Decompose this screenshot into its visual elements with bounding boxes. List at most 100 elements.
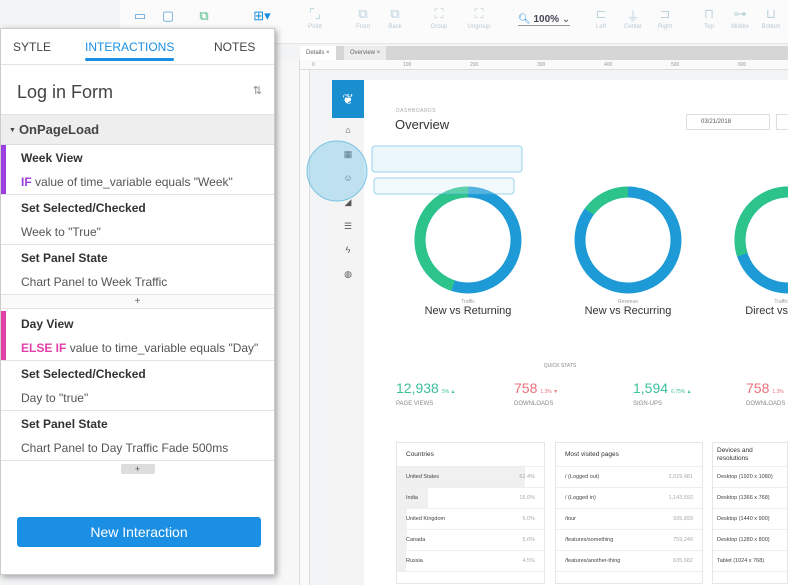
collapse-caret-icon: ▼ [9, 126, 16, 134]
back-icon: ⧉ [390, 6, 400, 21]
table-row: Russia 4.5% [397, 551, 544, 572]
table-row: Desktop (1440 x 900) [713, 509, 787, 530]
toolbar-point[interactable]: ⌜⌟ Point [300, 6, 330, 30]
device-name: Tablet (1024 x 768) [717, 557, 765, 564]
country-name: Canada [406, 537, 426, 543]
stat-signups: 1,594 6.75% ▲ SIGN-UPS [633, 380, 692, 407]
country-name: United Kingdom [406, 516, 446, 522]
ungroup-icon: ⛶ [474, 6, 484, 21]
align-right-icon: ⊐ [659, 6, 671, 21]
tab-details[interactable]: Details × [300, 46, 336, 60]
align-middle-icon: ⊶ [733, 6, 747, 21]
tab-overview[interactable]: Overview × [344, 46, 387, 60]
page-path: / (Logged in) [565, 495, 596, 501]
countries-card: Countries United States 62.4% India 15.0% Un… [396, 442, 545, 584]
page-visits: 759,249 [673, 537, 693, 543]
donut-segment-green [414, 186, 522, 294]
country-name: Russia [406, 558, 423, 564]
zoom-select[interactable]: 🔍︎ 100% ⌄ [518, 14, 571, 26]
page-path: / (Logged out) [565, 474, 600, 480]
device-name: Desktop (1366 x 768) [717, 494, 770, 501]
home-icon[interactable]: ⌂ [345, 125, 351, 135]
people-icon[interactable]: ☺ [343, 173, 353, 183]
page-visits: 1,143,592 [668, 495, 693, 501]
country-name: India [406, 495, 418, 501]
chart-icon[interactable]: ◢ [344, 197, 352, 207]
action-set-panel-state-day[interactable]: Set Panel State Chart Panel to Day Traffi… [1, 411, 274, 461]
align-center-icon: ⏚ [626, 9, 640, 24]
widget-name: Log in Form [17, 82, 114, 102]
align-left-icon: ⊏ [595, 6, 607, 21]
point-icon: ⌜⌟ [308, 6, 322, 21]
country-share: 15.0% [519, 495, 535, 501]
page-visits: 935,893 [673, 516, 693, 522]
table-row: /tour 935,893 [556, 509, 702, 530]
list-icon[interactable]: ☰ [343, 221, 353, 231]
insert-button[interactable]: ⊞▾ [253, 8, 271, 23]
case-week-view[interactable]: Week View IF value of time_variable equa… [1, 145, 274, 195]
stat-downloads-2: 758 1.3% DOWNLOADS [746, 380, 786, 407]
quick-stats-heading: QUICK STATS [543, 363, 577, 369]
search-icon: 🔍︎ [518, 14, 531, 25]
table-row: Desktop (1280 x 800) [713, 530, 787, 551]
date-button[interactable] [776, 114, 788, 130]
stat-page-views: 12,938 5% ▲ PAGE VIEWS [396, 380, 456, 407]
table-row: Canada 5.0% [397, 530, 544, 551]
dashboard-sidenav: ❦ ⌂ ▦ ☺ ◢ ☰ ϟ ◍ [332, 80, 364, 585]
toolbar-group[interactable]: ⛶ Group [424, 6, 454, 30]
layout-icon[interactable]: ▭ [133, 8, 147, 23]
donut-svg [734, 186, 788, 294]
outline-strip [277, 60, 300, 585]
toolbar-bottom[interactable]: ⊔ Bottom [756, 6, 786, 30]
tab-style[interactable]: SYTLE [13, 40, 52, 54]
new-interaction-button[interactable]: New Interaction [17, 517, 261, 547]
country-share: 5.0% [522, 537, 535, 543]
share-bar [397, 488, 428, 508]
share-bar [397, 467, 526, 487]
country-share: 62.4% [519, 474, 535, 480]
reorder-icon[interactable]: ⇅ [252, 85, 262, 97]
bolt-icon[interactable]: ϟ [345, 245, 351, 255]
toolbar-back[interactable]: ⧉ Back [380, 6, 410, 30]
palette-icon[interactable]: ◍ [344, 269, 352, 279]
action-set-selected[interactable]: Set Selected/Checked Week to "True" [1, 195, 274, 245]
tab-interactions[interactable]: INTERACTIONS [85, 40, 175, 61]
add-action-button[interactable]: + [1, 295, 274, 309]
panel-tabs: SYTLE INTERACTIONS NOTES [1, 29, 274, 65]
date-picker[interactable]: 03/21/2018 [686, 114, 770, 130]
toolbar-ungroup[interactable]: ⛶ Ungroup [462, 6, 496, 30]
vertical-ruler [300, 70, 310, 585]
align-bottom-icon: ⊔ [765, 6, 777, 21]
action-set-panel-state[interactable]: Set Panel State Chart Panel to Week Traff… [1, 245, 274, 295]
table-row: United Kingdom 5.0% [397, 509, 544, 530]
table-row: /features/something 759,249 [556, 530, 702, 551]
toolbar-center[interactable]: ⏚ Center [618, 6, 648, 30]
toolbar-middle[interactable]: ⊶ Middle [725, 6, 755, 30]
event-onpageload[interactable]: ▼ OnPageLoad [1, 115, 274, 145]
tab-notes[interactable]: NOTES [214, 40, 256, 54]
document-tabs: Details × Overview × [300, 46, 788, 60]
frame-icon[interactable]: ▢ [161, 8, 175, 23]
table-row: India 15.0% [397, 488, 544, 509]
share-bar [397, 530, 408, 550]
case-day-view[interactable]: Day View ELSE IF value to time_variable … [1, 311, 274, 361]
add-case-button[interactable]: + [120, 464, 155, 474]
flow-icon[interactable]: ⧉ [199, 8, 209, 23]
toolbar-front[interactable]: ⧉ Front [348, 6, 378, 30]
donut-chart-direct: Traffic Direct vs [732, 184, 788, 317]
toolbar-left[interactable]: ⊏ Left [586, 6, 616, 30]
table-row: Desktop (1366 x 768) [713, 488, 787, 509]
donut-svg [574, 186, 682, 294]
page-visits: 2,029,481 [668, 474, 693, 480]
toolbar-top[interactable]: ⊓ Top [694, 6, 724, 30]
country-share: 4.5% [522, 558, 535, 564]
action-set-selected-day[interactable]: Set Selected/Checked Day to "true" [1, 361, 274, 411]
table-row: Tablet (1024 x 768) [713, 551, 787, 572]
page-path: /features/something [565, 537, 614, 543]
calendar-icon[interactable]: ▦ [343, 149, 353, 159]
group-icon: ⛶ [434, 6, 444, 21]
country-name: United States [406, 474, 440, 480]
leaf-logo-icon: ❦ [332, 80, 364, 118]
toolbar-right[interactable]: ⊐ Right [650, 6, 680, 30]
align-top-icon: ⊓ [703, 6, 715, 21]
